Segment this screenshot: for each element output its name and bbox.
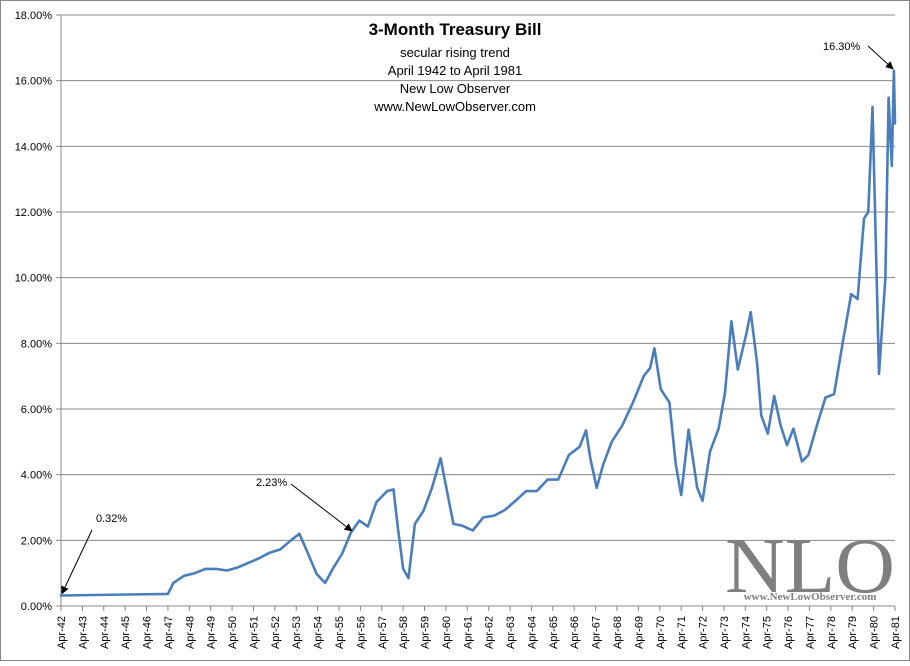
x-tick-label: Apr-56 (355, 616, 367, 649)
x-tick-label: Apr-45 (120, 616, 132, 649)
y-tick-label: 2.00% (21, 535, 52, 547)
series-line (59, 69, 897, 597)
x-tick-label: Apr-78 (826, 616, 838, 649)
chart-subtitle-4: www.NewLowObserver.com (373, 99, 536, 114)
x-tick-label: Apr-42 (56, 616, 68, 649)
y-tick-label: 16.00% (15, 76, 53, 88)
title-block: 3-Month Treasury Bill secular rising tre… (369, 20, 542, 114)
x-tick-label: Apr-53 (291, 616, 303, 649)
x-axis-ticks: Apr-42 Apr-43 Apr-44 Apr-45 Apr-46 Apr-47 Apr-… (56, 606, 902, 649)
x-tick-label: Apr-80 (869, 616, 881, 649)
x-tick-label: Apr-68 (612, 616, 624, 649)
x-tick-label: Apr-76 (783, 616, 795, 649)
x-tick-label: Apr-51 (248, 616, 260, 649)
x-tick-label: Apr-60 (441, 616, 453, 649)
x-tick-label: Apr-71 (676, 616, 688, 649)
x-tick-label: Apr-55 (334, 616, 346, 649)
y-tick-label: 4.00% (21, 470, 52, 482)
y-tick-label: 6.00% (21, 404, 52, 416)
x-tick-label: Apr-59 (420, 616, 432, 649)
x-tick-label: Apr-43 (77, 616, 89, 649)
x-tick-label: Apr-44 (99, 616, 111, 649)
annotation-label: 16.30% (823, 41, 861, 53)
x-tick-label: Apr-52 (270, 616, 282, 649)
logo: NLO www.NewLowObserver.com (725, 522, 895, 609)
x-tick-label: Apr-72 (698, 616, 710, 649)
x-tick-label: Apr-46 (142, 616, 154, 649)
logo-url: www.NewLowObserver.com (744, 591, 877, 603)
x-tick-label: Apr-75 (762, 616, 774, 649)
gridlines (61, 14, 895, 541)
y-axis-ticks: 0.00% 2.00% 4.00% 6.00% 8.00% 10.00% 12.00% 14.… (15, 10, 61, 613)
chart-subtitle-1: secular rising trend (400, 45, 510, 60)
logo-letters: NLO (725, 522, 895, 609)
x-tick-label: Apr-50 (227, 616, 239, 649)
x-tick-label: Apr-64 (526, 616, 538, 649)
y-tick-label: 0.00% (21, 601, 52, 613)
x-tick-label: Apr-48 (184, 616, 196, 649)
x-tick-label: Apr-57 (377, 616, 389, 649)
annotation-label: 0.32% (96, 513, 127, 525)
chart-subtitle-3: New Low Observer (400, 81, 511, 96)
x-tick-label: Apr-69 (633, 616, 645, 649)
x-tick-label: Apr-49 (206, 616, 218, 649)
x-tick-label: Apr-79 (847, 616, 859, 649)
chart-title: 3-Month Treasury Bill (369, 20, 542, 39)
x-tick-label: Apr-54 (313, 616, 325, 649)
x-tick-label: Apr-47 (163, 616, 175, 649)
x-tick-label: Apr-67 (591, 616, 603, 649)
annotation-arrow (290, 483, 353, 532)
x-tick-label: Apr-61 (462, 616, 474, 649)
axes (60, 15, 895, 607)
annotations: 0.32% 2.23% 16.30% (61, 41, 894, 595)
x-tick-label: Apr-66 (569, 616, 581, 649)
y-tick-label: 10.00% (15, 273, 53, 285)
y-tick-label: 18.00% (15, 10, 53, 22)
y-tick-label: 12.00% (15, 207, 53, 219)
series-layer (59, 69, 897, 597)
x-tick-label: Apr-77 (804, 616, 816, 649)
chart-subtitle-2: April 1942 to April 1981 (388, 63, 522, 78)
annotation-label: 2.23% (256, 477, 287, 489)
annotation-arrow (867, 45, 894, 70)
x-tick-label: Apr-58 (398, 616, 410, 649)
x-tick-label: Apr-74 (740, 616, 752, 649)
x-tick-label: Apr-73 (719, 616, 731, 649)
y-tick-label: 14.00% (15, 141, 53, 153)
x-tick-label: Apr-65 (548, 616, 560, 649)
annotation-arrow (61, 529, 93, 595)
x-tick-label: Apr-62 (484, 616, 496, 649)
x-tick-label: Apr-63 (505, 616, 517, 649)
x-tick-label: Apr-70 (655, 616, 667, 649)
x-tick-label: Apr-81 (890, 616, 902, 649)
y-tick-label: 8.00% (21, 338, 52, 350)
